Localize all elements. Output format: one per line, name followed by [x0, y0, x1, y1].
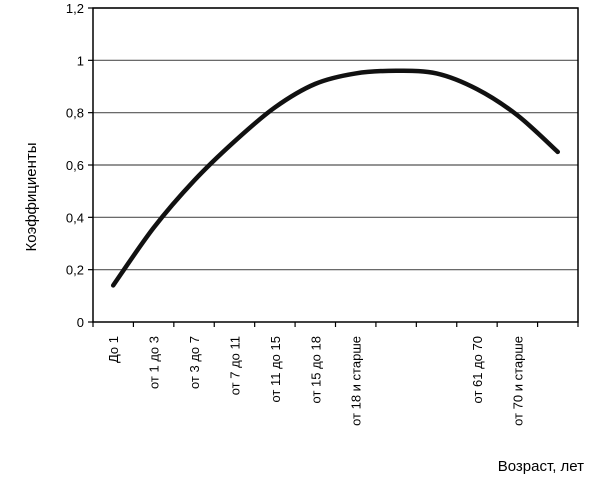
y-tick-label: 0,8 [66, 106, 84, 121]
y-axis-title: Коэффициенты [23, 142, 40, 251]
x-category-labels: До 1 от 1 до 3 от 3 до 7 от 7 до 11 от 11 до… [106, 336, 525, 426]
series-lines [110, 68, 561, 288]
y-tick-label: 0,4 [66, 210, 84, 225]
x-category-label: от 1 до 3 [147, 336, 162, 389]
y-tick-label: 0,6 [66, 158, 84, 173]
series-line [110, 68, 561, 288]
y-tick-label: 1 [77, 53, 84, 68]
x-category-label: До 1 [106, 336, 121, 363]
y-tick-labels: 0 0,2 0,4 0,6 0,8 1 1,2 [66, 1, 84, 330]
x-category-label: от 7 до 11 [227, 336, 242, 395]
x-category-label: от 11 до 15 [268, 336, 283, 403]
y-tick-label: 0,2 [66, 263, 84, 278]
x-category-label: от 3 до 7 [187, 336, 202, 389]
x-category-label: от 61 до 70 [470, 336, 485, 403]
y-tick-label: 1,2 [66, 1, 84, 16]
x-category-label: от 70 и старше [510, 336, 525, 426]
plot-frame [88, 7, 579, 327]
y-tick-label: 0 [77, 315, 84, 330]
x-axis-title: Возраст, лет [498, 458, 584, 475]
x-category-label: от 15 до 18 [308, 336, 323, 403]
x-category-label: от 18 и старше [349, 336, 364, 426]
grid-lines [93, 7, 578, 271]
